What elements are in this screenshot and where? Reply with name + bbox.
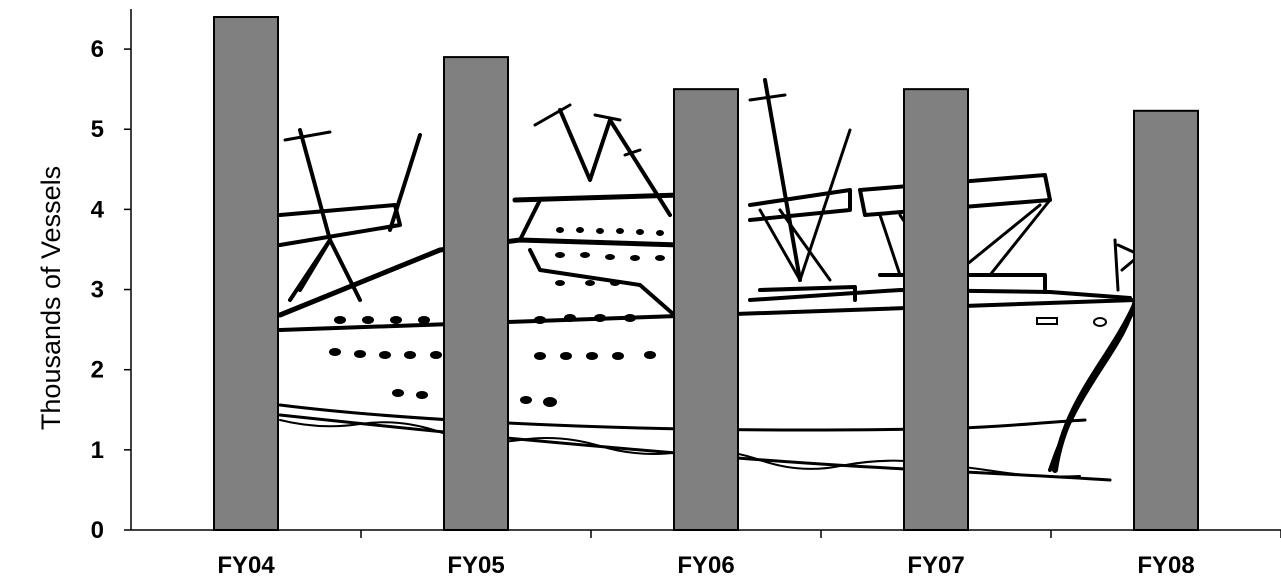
x-category-label: FY07 (907, 552, 964, 579)
bar-fy08 (1133, 109, 1199, 532)
y-tick-label: 3 (91, 277, 104, 304)
x-category-label: FY06 (677, 552, 734, 579)
x-category-label: FY05 (447, 552, 504, 579)
y-tick-label: 4 (91, 196, 105, 223)
y-axis-title: Thousands of Vessels (36, 166, 66, 430)
bar-fy05 (443, 56, 509, 531)
y-tick-label: 6 (91, 36, 104, 63)
x-category-label: FY08 (1137, 552, 1194, 579)
y-tick-label: 0 (91, 517, 104, 544)
x-category-label: FY04 (217, 552, 275, 579)
bar-fy04 (213, 16, 279, 532)
y-tick-label: 1 (91, 437, 104, 464)
bar-fy07 (903, 88, 969, 532)
bar-fy06 (673, 88, 739, 532)
y-tick-label: 5 (91, 116, 104, 143)
y-tick-label: 2 (91, 357, 104, 384)
